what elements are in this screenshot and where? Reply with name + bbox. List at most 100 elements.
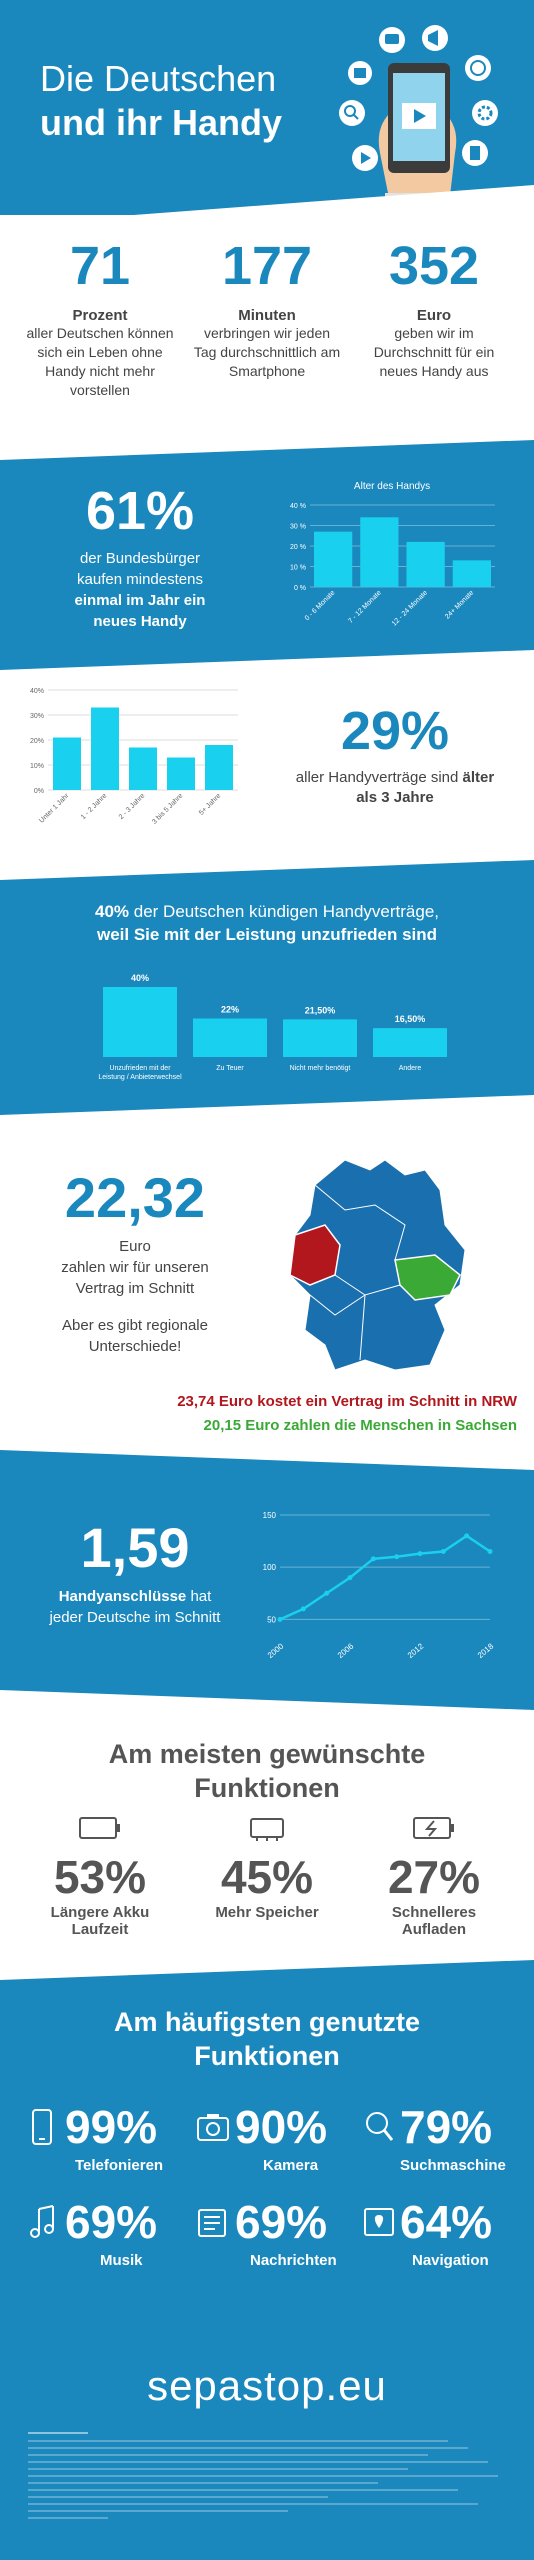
- bar: [406, 541, 445, 587]
- camera-icon: [197, 2114, 229, 2141]
- wished-value: 53%: [53, 1851, 147, 1903]
- used-value: 69%: [65, 2196, 158, 2248]
- x-tick-label: 24+ Monate: [444, 589, 475, 620]
- y-tick-label: 10 %: [290, 565, 306, 572]
- phone-icon: [32, 2109, 52, 2145]
- used-item-search: 79% Suchmaschine: [362, 2100, 527, 2180]
- used-label: Telefonieren: [75, 2157, 164, 2174]
- chart-title: Alter des Handys: [354, 481, 430, 492]
- x-tick-label: 1 - 2 Jahre: [80, 792, 109, 821]
- x-tick-label: 7 - 12 Monate: [347, 589, 383, 625]
- wished-item-memory: 45% Mehr Speicher: [187, 1815, 347, 1921]
- data-point: [277, 1616, 283, 1622]
- stat-text: verbringen wir jeden Tag durchschnittlic…: [193, 325, 341, 379]
- connections-chart: 50 100 150 2000 2006 2012 2018: [263, 1511, 496, 1660]
- used-title: Am häufigsten genutzte Funktionen: [113, 2007, 420, 2071]
- stat-prozent: 71 Prozent aller Deutschen können sich e…: [20, 235, 180, 400]
- y-tick-label: 0 %: [294, 585, 306, 592]
- wished-title: Am meisten gewünschte Funktionen: [108, 1739, 426, 1803]
- contract-summary: 29% aller Handyverträge sind älter als 3…: [290, 700, 500, 808]
- y-tick-label: 0%: [34, 788, 44, 795]
- bar: [167, 757, 195, 790]
- used-value: 69%: [235, 2196, 328, 2248]
- stat-value: 177: [221, 236, 313, 296]
- y-tick-label: 150: [263, 1511, 277, 1520]
- y-tick-label: 40 %: [290, 503, 306, 510]
- connections-section-bg: [0, 1450, 534, 1710]
- used-section-bg: [0, 1960, 534, 2330]
- cost-summary: 22,32 Euro zahlen wir für unseren Vertra…: [30, 1165, 240, 1357]
- stat-euro: 352 Euro geben wir im Durchschnitt für e…: [354, 235, 514, 381]
- x-tick-label: 12 - 24 Monate: [391, 589, 429, 627]
- x-tick-label: 3 bis 5 Jahre: [151, 792, 184, 825]
- x-tick-label: Nicht mehr benötigt: [290, 1065, 351, 1072]
- y-tick-label: 50: [267, 1615, 276, 1624]
- data-point: [324, 1590, 330, 1596]
- cost-text-1: Euro: [119, 1238, 151, 1255]
- contract-chart: 0% 10% 20% 30% 40% Unter 1 Jahr 1 - 2 Jahre 2 -…: [30, 688, 238, 826]
- cancel-title-bold: 40%: [95, 902, 130, 921]
- cancel-title-line2: weil Sie mit der Leistung unzufrieden si…: [96, 925, 438, 944]
- used-value: 99%: [65, 2101, 158, 2153]
- used-item-news: 69% Nachrichten: [195, 2195, 355, 2275]
- y-tick-label: 20%: [30, 738, 44, 745]
- data-point: [300, 1606, 306, 1612]
- age-chart: Alter des Handys 0 % 10 % 20 % 30 % 40 % 0 - 6…: [290, 481, 495, 628]
- stat-label: Prozent: [72, 307, 128, 324]
- cancel-title-rest: der Deutschen kündigen Handyverträge,: [129, 902, 439, 921]
- stat-value: 352: [388, 236, 480, 296]
- x-tick-label: 2006: [336, 1641, 356, 1660]
- cost-text-3: Aber es gibt regionale Unterschiede!: [62, 1317, 208, 1355]
- stats-row: 71 Prozent aller Deutschen können sich e…: [0, 235, 534, 455]
- used-label: Musik: [100, 2252, 143, 2269]
- used-label: Kamera: [263, 2157, 319, 2174]
- x-tick-label: 0 - 6 Monate: [304, 589, 337, 622]
- age-percent: 61%: [85, 481, 195, 541]
- cancel-chart: 40% 22% 21,50% 16,50% Unzufrieden mit der Lei…: [98, 973, 447, 1081]
- bar: [283, 1019, 357, 1057]
- x-tick-label: 2 - 3 Jahre: [118, 792, 147, 821]
- wished-item-charging: 27% Schnelleres Aufladen: [354, 1815, 514, 1938]
- contract-text-1: aller Handyverträge sind: [295, 769, 459, 786]
- bar: [193, 1018, 267, 1057]
- wished-label: Längere Akku Laufzeit: [50, 1904, 150, 1938]
- used-item-camera: 90% Kamera: [195, 2100, 355, 2180]
- data-label: 22%: [221, 1005, 239, 1015]
- gear-icon: [472, 100, 498, 126]
- x-tick-label: Unzufrieden mit der: [109, 1065, 171, 1072]
- bar: [314, 531, 353, 587]
- map-nrw-icon: [289, 1224, 341, 1286]
- divider: [0, 185, 534, 225]
- germany-map: [289, 1159, 466, 1371]
- y-tick-label: 40%: [30, 688, 44, 695]
- contract-text: aller Handyverträge sind älter als 3 Jah…: [290, 768, 500, 808]
- age-text: der Bundesbürger kaufen mindestens: [77, 550, 203, 588]
- x-tick-label: 2018: [476, 1641, 496, 1660]
- connections-text-1: Handyanschlüsse: [58, 1588, 187, 1605]
- wished-label: Schnelleres Aufladen: [391, 1904, 477, 1938]
- data-point: [440, 1549, 446, 1555]
- x-tick-label: 5+ Jahre: [198, 792, 222, 816]
- image-icon: [348, 61, 372, 85]
- charging-icon: [413, 1817, 454, 1839]
- footer-brand[interactable]: sepastop.eu: [147, 2362, 387, 2409]
- y-tick-label: 20 %: [290, 544, 306, 551]
- x-tick-label: 2000: [266, 1641, 286, 1660]
- bar: [129, 747, 157, 790]
- footer: [0, 2330, 534, 2560]
- contract-percent: 29%: [340, 701, 450, 761]
- y-tick-label: 30%: [30, 713, 44, 720]
- x-tick-label: Zu Teuer: [216, 1065, 244, 1072]
- stat-text: aller Deutschen können sich ein Leben oh…: [26, 325, 174, 398]
- page-title-line1: Die Deutschen: [40, 58, 277, 99]
- stat-label: Euro: [416, 307, 452, 324]
- bar: [103, 987, 177, 1057]
- data-point: [347, 1575, 353, 1581]
- x-tick-label: Leistung / Anbieterwechsel: [98, 1074, 182, 1081]
- footer-sources: [28, 2432, 506, 2542]
- connections-value: 1,59: [80, 1516, 190, 1579]
- used-item-phone: 99% Telefonieren: [25, 2100, 185, 2180]
- data-label: 16,50%: [395, 1014, 426, 1024]
- used-value: 90%: [235, 2101, 328, 2153]
- cancel-title: 40% der Deutschen kündigen Handyverträge…: [30, 900, 504, 946]
